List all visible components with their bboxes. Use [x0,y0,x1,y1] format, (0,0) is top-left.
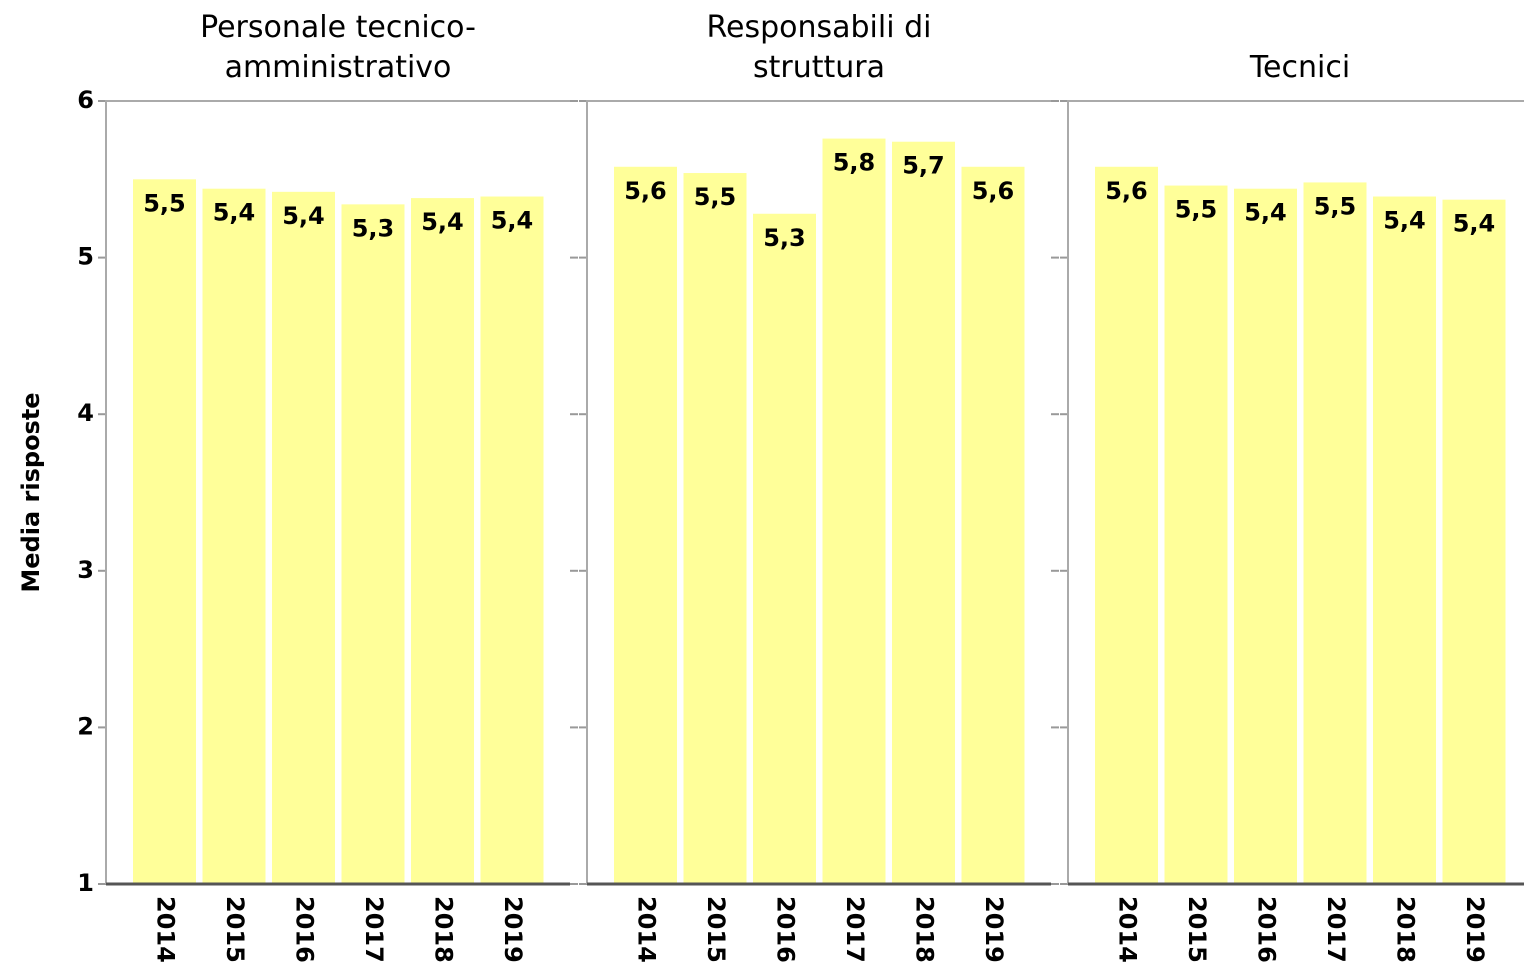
x-tick-group: 2014 [633,896,661,963]
panel-frame [1067,100,1524,884]
x-tick-label: 2016 [1253,896,1281,963]
x-tick-group: 2014 [1114,896,1142,963]
value-label: 5,4 [1383,207,1426,235]
value-label: 5,5 [1314,192,1357,220]
value-label: 5,5 [143,189,186,217]
bar [961,166,1025,885]
x-tick-group: 2016 [1253,896,1281,963]
x-tick-label: 2015 [702,896,730,963]
value-label: 5,4 [1453,210,1496,238]
y-tick-label: 3 [77,556,94,584]
bar [892,141,955,884]
x-tick-group: 2019 [980,896,1008,963]
y-tick-label: 5 [77,243,94,271]
value-label: 5,4 [213,199,256,227]
x-tick-group: 2018 [1392,896,1420,963]
x-tick-group: 2016 [291,896,319,963]
x-tick-label: 2018 [430,896,458,963]
bar [1234,188,1297,885]
x-tick-label: 2019 [1461,896,1489,963]
panel-frame [586,100,1051,884]
y-tick-label: 2 [77,712,94,740]
x-tick-label: 2014 [1114,896,1142,963]
x-tick-label: 2017 [841,896,869,963]
y-axis-label-group: Media risposte [17,392,45,592]
bar [683,173,747,884]
x-tick-label: 2018 [1392,896,1420,963]
panel-frame [105,100,570,884]
value-label: 5,6 [972,177,1015,205]
value-label: 5,3 [763,224,806,252]
value-label: 5,3 [352,214,395,242]
value-label: 5,7 [902,152,945,180]
bar [133,179,196,885]
y-tick-label: 1 [77,869,94,897]
x-tick-group: 2015 [1183,896,1211,963]
value-label: 5,4 [491,207,534,235]
value-label: 5,6 [624,177,667,205]
x-tick-group: 2015 [702,896,730,963]
bar [753,213,816,884]
x-tick-group: 2016 [772,896,800,963]
value-label: 5,4 [282,202,325,230]
x-tick-group: 2017 [360,896,388,963]
bar [1373,196,1436,884]
x-tick-group: 2017 [841,896,869,963]
x-tick-group: 2015 [221,896,249,963]
value-label: 5,5 [694,183,737,211]
panel-title: Responsabili di struttura [706,10,932,85]
x-tick-label: 2015 [1183,896,1211,963]
y-axis-label: Media risposte [17,392,45,592]
bar [480,196,544,884]
value-label: 5,6 [1105,177,1148,205]
bar [1442,199,1506,884]
bar [341,204,405,884]
value-label: 5,4 [1244,199,1287,227]
value-label: 5,4 [421,208,464,236]
x-tick-label: 2014 [633,896,661,963]
x-tick-label: 2019 [980,896,1008,963]
panel-title: Personale tecnico-amministrativo [200,10,476,85]
x-tick-group: 2019 [499,896,527,963]
x-tick-group: 2018 [911,896,939,963]
x-tick-label: 2017 [360,896,388,963]
y-tick-label: 6 [77,86,94,114]
bar [202,188,266,885]
x-tick-label: 2016 [772,896,800,963]
x-tick-label: 2015 [221,896,249,963]
bar [614,166,677,885]
bar [1095,166,1158,885]
bar [272,191,335,884]
x-tick-group: 2014 [152,896,180,963]
x-tick-group: 2017 [1322,896,1350,963]
value-label: 5,8 [833,149,876,177]
x-tick-group: 2019 [1461,896,1489,963]
x-tick-group: 2018 [430,896,458,963]
x-tick-label: 2016 [291,896,319,963]
y-tick-label: 4 [77,399,94,427]
x-tick-label: 2018 [911,896,939,963]
bar [411,198,474,885]
panel-title: Tecnici [1249,50,1351,85]
bar [1303,182,1367,884]
bar [822,138,886,885]
x-tick-label: 2017 [1322,896,1350,963]
x-tick-label: 2014 [152,896,180,963]
bar [1164,185,1228,885]
value-label: 5,5 [1175,196,1218,224]
x-tick-label: 2019 [499,896,527,963]
